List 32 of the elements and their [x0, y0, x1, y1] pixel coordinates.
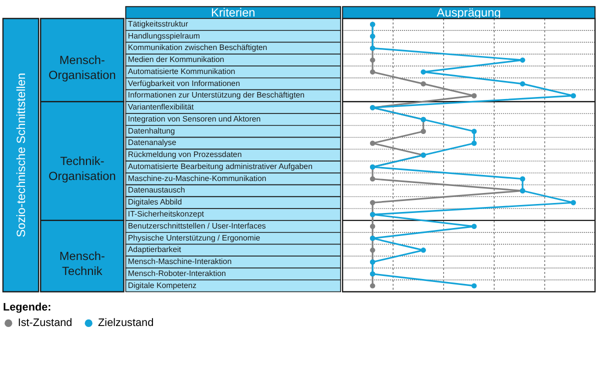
y-tick-label: Integration von Sensoren und Aktoren: [128, 114, 261, 124]
text: Mensch-Technik: [59, 249, 105, 278]
y-tick-label: Handlungsspielraum: [128, 31, 200, 40]
y-tick-label: Automatisierte Bearbeitung administrativer Aufgaben: [128, 162, 312, 171]
y-tick-label: Verfügbarkeit von Informationen: [128, 78, 240, 88]
text: Mensch-Organisation: [48, 53, 116, 82]
y-tick-label: Automatisierte Kommunikation: [128, 66, 236, 76]
y-axis-title: Kriterien: [211, 6, 256, 20]
y-tick-label: Adaptierbarkeit: [128, 245, 182, 254]
y-tick-label: Benutzerschnittstellen / User-Interfaces: [128, 221, 266, 230]
y-tick-label: Datenanalyse: [128, 138, 177, 148]
y-tick-label: Informationen zur Unterstützung der Beschäftigten: [128, 90, 305, 100]
text: Sozio-technische Schnittstellen: [14, 72, 28, 238]
y-tick-label: Digitale Kompetenz: [128, 280, 196, 290]
legend-title: Legende:: [2, 302, 52, 314]
y-tick-label: Datenaustausch: [128, 186, 186, 195]
y-tick-label: Digitales Abbild: [128, 198, 182, 207]
y-tick-label: Physische Unterstützung / Ergonomie: [128, 233, 261, 242]
y-tick-label: Datenhaltung: [128, 126, 175, 136]
y-tick-label: Kommunikation zwischen Beschäftigten: [128, 43, 268, 52]
y-tick-label: Rückmeldung von Prozessdaten: [128, 150, 242, 160]
y-tick-label: Mensch-Maschine-Interaktion: [128, 257, 232, 266]
x-axis-title: Ausprägung: [436, 6, 501, 20]
text: Technik-Organisation: [48, 154, 116, 183]
y-tick-label: Mensch-Roboter-Interaktion: [128, 268, 226, 278]
y-tick-label: IT-Sicherheitskonzept: [128, 210, 205, 219]
y-tick-label: Variantenflexibilität: [128, 102, 194, 112]
y-tick-label: Medien der Kommunikation: [128, 55, 224, 64]
legend-label: Zielzustand: [98, 317, 154, 330]
y-tick-label: Maschine-zu-Maschine-Kommunikation: [128, 174, 266, 183]
y-tick-label: Tätigkeitsstruktur: [128, 19, 188, 28]
legend-label: Ist-Zustand: [18, 317, 72, 330]
